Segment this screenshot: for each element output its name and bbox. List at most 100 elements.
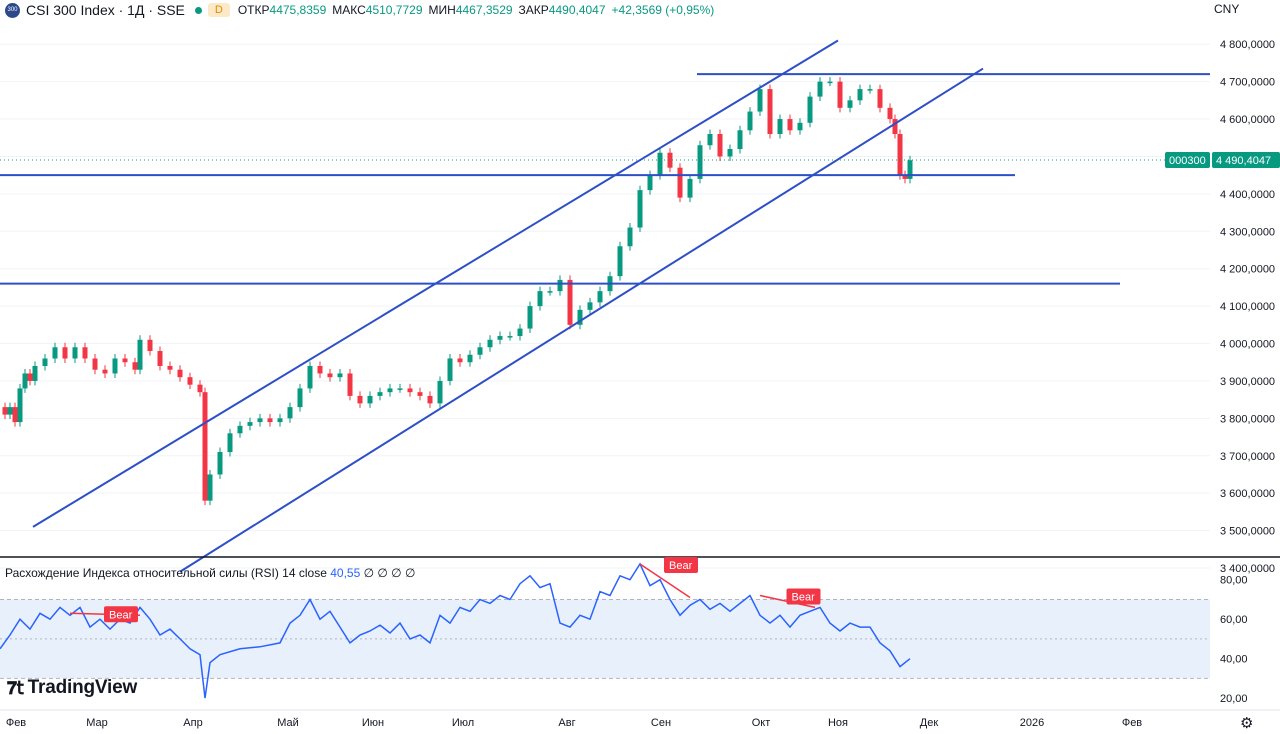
price-tag: 4 490,4047	[1216, 155, 1271, 167]
gear-icon[interactable]: ⚙	[1240, 715, 1254, 732]
candle-up	[397, 388, 403, 390]
candle-up	[557, 279, 563, 292]
candle-down	[27, 373, 33, 381]
candle-down	[327, 373, 333, 378]
y-tick-label: 3 700,0000	[1220, 451, 1275, 463]
rsi-tick-label: 60,00	[1220, 614, 1248, 626]
x-tick-label: Фев	[6, 717, 26, 729]
rsi-y-axis[interactable]: 20,00 40,00 60,00 80,00	[1220, 575, 1248, 705]
trendline-lower-channel[interactable]	[179, 67, 984, 573]
symbol-tag-bg	[1165, 152, 1210, 169]
candle-down	[167, 365, 173, 370]
y-tick-label: 4 200,0000	[1220, 264, 1275, 276]
candle-down	[787, 119, 793, 131]
rsi-value: 40,55	[330, 566, 361, 580]
high-value: 4510,7729	[365, 3, 423, 17]
price-y-axis[interactable]: 3 400,0000 3 500,0000 3 600,0000 3 700,0000…	[1220, 39, 1275, 575]
candle-up	[727, 148, 733, 157]
candle-down	[187, 377, 193, 385]
candle-up	[547, 291, 553, 293]
candle-up	[747, 111, 753, 131]
x-tick-label: Июл	[452, 717, 474, 729]
candle-up	[477, 347, 483, 355]
time-axis[interactable]: Фев Мар Апр Май Июн Июл Авг Сен Окт Ноя Дек 2026 Фев	[6, 717, 1142, 729]
candle-down	[197, 384, 203, 393]
candle-up	[847, 100, 853, 108]
candle-down	[62, 347, 68, 359]
candle-up	[867, 89, 873, 91]
interval-badge[interactable]: D	[207, 3, 230, 17]
candle-up	[537, 291, 543, 307]
y-tick-label: 3 500,0000	[1220, 526, 1275, 538]
candle-down	[122, 358, 128, 363]
candle-down	[837, 81, 843, 108]
bear-label: Bear	[792, 592, 816, 604]
rsi-tick-label: 80,00	[1220, 575, 1248, 587]
tradingview-logo-icon[interactable]: 300	[5, 2, 20, 18]
x-tick-label: Сен	[651, 717, 671, 729]
candle-up	[697, 145, 703, 179]
high-label: МАКС	[332, 3, 366, 17]
symbol-tag: 000300	[1169, 155, 1206, 167]
candle-down	[892, 119, 898, 135]
x-tick-label: Окт	[752, 717, 771, 729]
y-tick-label: 3 400,0000	[1220, 563, 1275, 575]
bear-label: Bear	[109, 609, 133, 621]
candle-down	[92, 358, 98, 370]
y-tick-label: 3 600,0000	[1220, 488, 1275, 500]
candle-up	[337, 373, 343, 378]
candle-up	[297, 388, 303, 408]
candle-up	[627, 227, 633, 247]
candle-down	[427, 395, 433, 404]
candle-down	[82, 347, 88, 359]
candle-up	[137, 339, 143, 370]
candle-up	[247, 422, 253, 426]
candle-down	[317, 365, 323, 374]
candle-down	[767, 89, 773, 135]
candle-down	[717, 134, 723, 157]
candle-up	[112, 358, 118, 374]
open-label: ОТКР	[237, 3, 270, 17]
candle-up	[827, 81, 833, 84]
candle-up	[377, 392, 383, 396]
symbol-title[interactable]: CSI 300 Index · 1Д · SSE	[26, 2, 185, 18]
y-tick-label: 4 700,0000	[1220, 77, 1275, 89]
rsi-label[interactable]: Расхождение Индекса относительной силы (…	[5, 566, 327, 580]
candle-up	[22, 373, 28, 389]
price-tag-bg	[1212, 152, 1280, 169]
x-tick-label: Апр	[183, 717, 202, 729]
candle-up	[517, 328, 523, 337]
rsi-tick-label: 40,00	[1220, 654, 1248, 666]
candle-up	[507, 336, 513, 338]
low-label: МИН	[428, 3, 456, 17]
candle-up	[17, 388, 23, 423]
y-tick-label: 4 800,0000	[1220, 39, 1275, 51]
candle-down	[347, 373, 353, 396]
rsi-header: Расхождение Индекса относительной силы (…	[5, 566, 415, 580]
low-value: 4467,3529	[455, 3, 513, 17]
tradingview-brand[interactable]: 𝟕𝗍 TradingView	[7, 677, 137, 699]
open-value: 4475,8359	[269, 3, 327, 17]
y-tick-label: 4 600,0000	[1220, 114, 1275, 126]
candle-down	[677, 167, 683, 198]
candle-up	[707, 134, 713, 146]
y-tick-label: 4 000,0000	[1220, 339, 1275, 351]
candle-up	[777, 119, 783, 135]
candle-down	[357, 395, 363, 404]
currency-selector[interactable]: CNY	[1214, 2, 1240, 16]
candle-up	[387, 388, 393, 393]
trendlines[interactable]	[0, 39, 1210, 573]
candle-up	[857, 89, 863, 101]
x-tick-label: Дек	[920, 717, 939, 729]
candle-up	[287, 407, 293, 419]
candle-up	[647, 175, 653, 191]
candlestick-series[interactable]	[2, 77, 913, 506]
rsi-line[interactable]	[0, 562, 911, 699]
candle-up	[737, 130, 743, 149]
bear-label-bg	[104, 606, 138, 623]
market-status-dot	[194, 6, 202, 14]
chart-header: 300 CSI 300 Index · 1Д · SSE D ОТКР 4475…	[0, 0, 714, 20]
candle-down	[897, 134, 903, 176]
candle-down	[417, 392, 423, 396]
